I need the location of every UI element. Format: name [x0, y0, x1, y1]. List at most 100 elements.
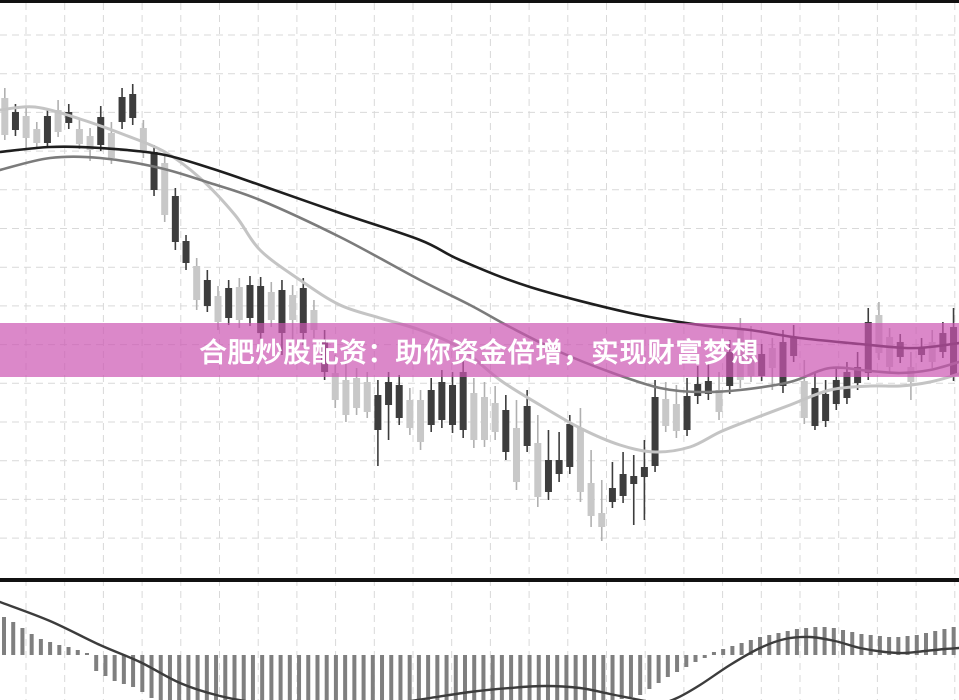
candle-body [267, 292, 275, 320]
histogram-bar [75, 650, 80, 655]
histogram-bar [582, 655, 587, 700]
histogram-bar [232, 655, 237, 700]
top-border-bar [0, 0, 959, 3]
candle-body [843, 372, 851, 398]
histogram-bar [223, 655, 228, 700]
candle-body [651, 397, 659, 466]
histogram-bar [195, 655, 200, 700]
candle-body [150, 152, 158, 190]
histogram-bar [721, 649, 726, 655]
histogram-bar [297, 655, 302, 700]
candle-body [438, 382, 446, 420]
histogram-bar [20, 628, 25, 655]
candle-body [246, 285, 254, 318]
histogram-bar [398, 655, 403, 700]
histogram-bar [702, 655, 707, 658]
promo-banner: 合肥炒股配资：助你资金倍增，实现财富梦想 [0, 323, 959, 377]
histogram-bar [610, 655, 615, 700]
candle-body [459, 372, 467, 430]
candle-body [832, 380, 840, 404]
histogram-bar [352, 655, 357, 700]
candle-body [662, 399, 670, 426]
candle-body [65, 112, 73, 123]
histogram-bar [84, 653, 89, 655]
candle-body [1, 98, 9, 135]
candle-body [363, 382, 371, 412]
candle-body [342, 380, 350, 415]
histogram-bar [887, 637, 892, 655]
histogram-bar [278, 655, 283, 700]
candle-body [417, 400, 425, 442]
candle-body [278, 290, 286, 333]
candle-body [491, 403, 499, 432]
histogram-bar [813, 627, 818, 655]
histogram-bar [776, 633, 781, 655]
histogram-bar [149, 655, 154, 698]
histogram-bar [509, 655, 514, 700]
candle-body [33, 129, 41, 143]
candle-body [630, 476, 638, 484]
candle-body [374, 395, 382, 430]
histogram-bar [638, 655, 643, 695]
candle-body [203, 280, 211, 306]
candle-body [171, 196, 179, 242]
histogram-bar [66, 647, 71, 655]
candle-body [385, 382, 393, 405]
candle-body [299, 288, 307, 333]
histogram-bar [269, 655, 274, 700]
histogram-bar [877, 636, 882, 655]
histogram-bar [324, 655, 329, 700]
candle-body [182, 241, 190, 263]
candle-body [608, 488, 616, 502]
histogram-bar [555, 655, 560, 700]
histogram-bar [536, 655, 541, 700]
histogram-bar [250, 655, 255, 700]
candle-body [672, 404, 680, 431]
candle-body [353, 378, 361, 408]
histogram-bar [499, 655, 504, 700]
candle-body [129, 94, 137, 118]
histogram-bar [905, 636, 910, 655]
candle-body [598, 513, 606, 527]
histogram-bar [177, 655, 182, 700]
candle-body [139, 128, 147, 152]
histogram-bar [914, 635, 919, 655]
candle-body [470, 393, 478, 440]
histogram-bar [121, 655, 126, 684]
candle-body [694, 384, 702, 396]
histogram-bar [804, 628, 809, 655]
histogram-bar [103, 655, 108, 676]
histogram-bar [564, 655, 569, 700]
ma-slow-black [0, 145, 959, 350]
candle-body [11, 112, 19, 130]
candle-body [193, 266, 201, 300]
promo-banner-title: 合肥炒股配资：助你资金倍增，实现财富梦想 [199, 337, 760, 368]
histogram-bar [48, 642, 53, 655]
histogram-bar [573, 655, 578, 700]
histogram-bar [112, 655, 117, 681]
candle-body [811, 388, 819, 426]
histogram-bar [131, 655, 136, 687]
candle-body [544, 460, 552, 492]
histogram-bar [924, 633, 928, 655]
candle-body [310, 310, 318, 330]
histogram-bar [933, 631, 938, 655]
candle-body [395, 385, 403, 418]
candle-body [715, 390, 723, 412]
histogram-bar [426, 655, 431, 700]
histogram-bar [850, 632, 855, 655]
histogram-bar [158, 655, 163, 700]
candle-body [75, 129, 83, 144]
candle-body [257, 286, 265, 333]
histogram-bar [57, 645, 62, 655]
histogram-bar [518, 655, 523, 700]
histogram-bar [628, 655, 633, 697]
histogram-bar [481, 655, 486, 700]
histogram-bar [389, 655, 394, 700]
histogram-bar [29, 634, 34, 655]
candle-body [555, 460, 563, 474]
histogram-bar [11, 622, 16, 655]
histogram-bar [739, 643, 744, 655]
candle-body [118, 97, 126, 122]
